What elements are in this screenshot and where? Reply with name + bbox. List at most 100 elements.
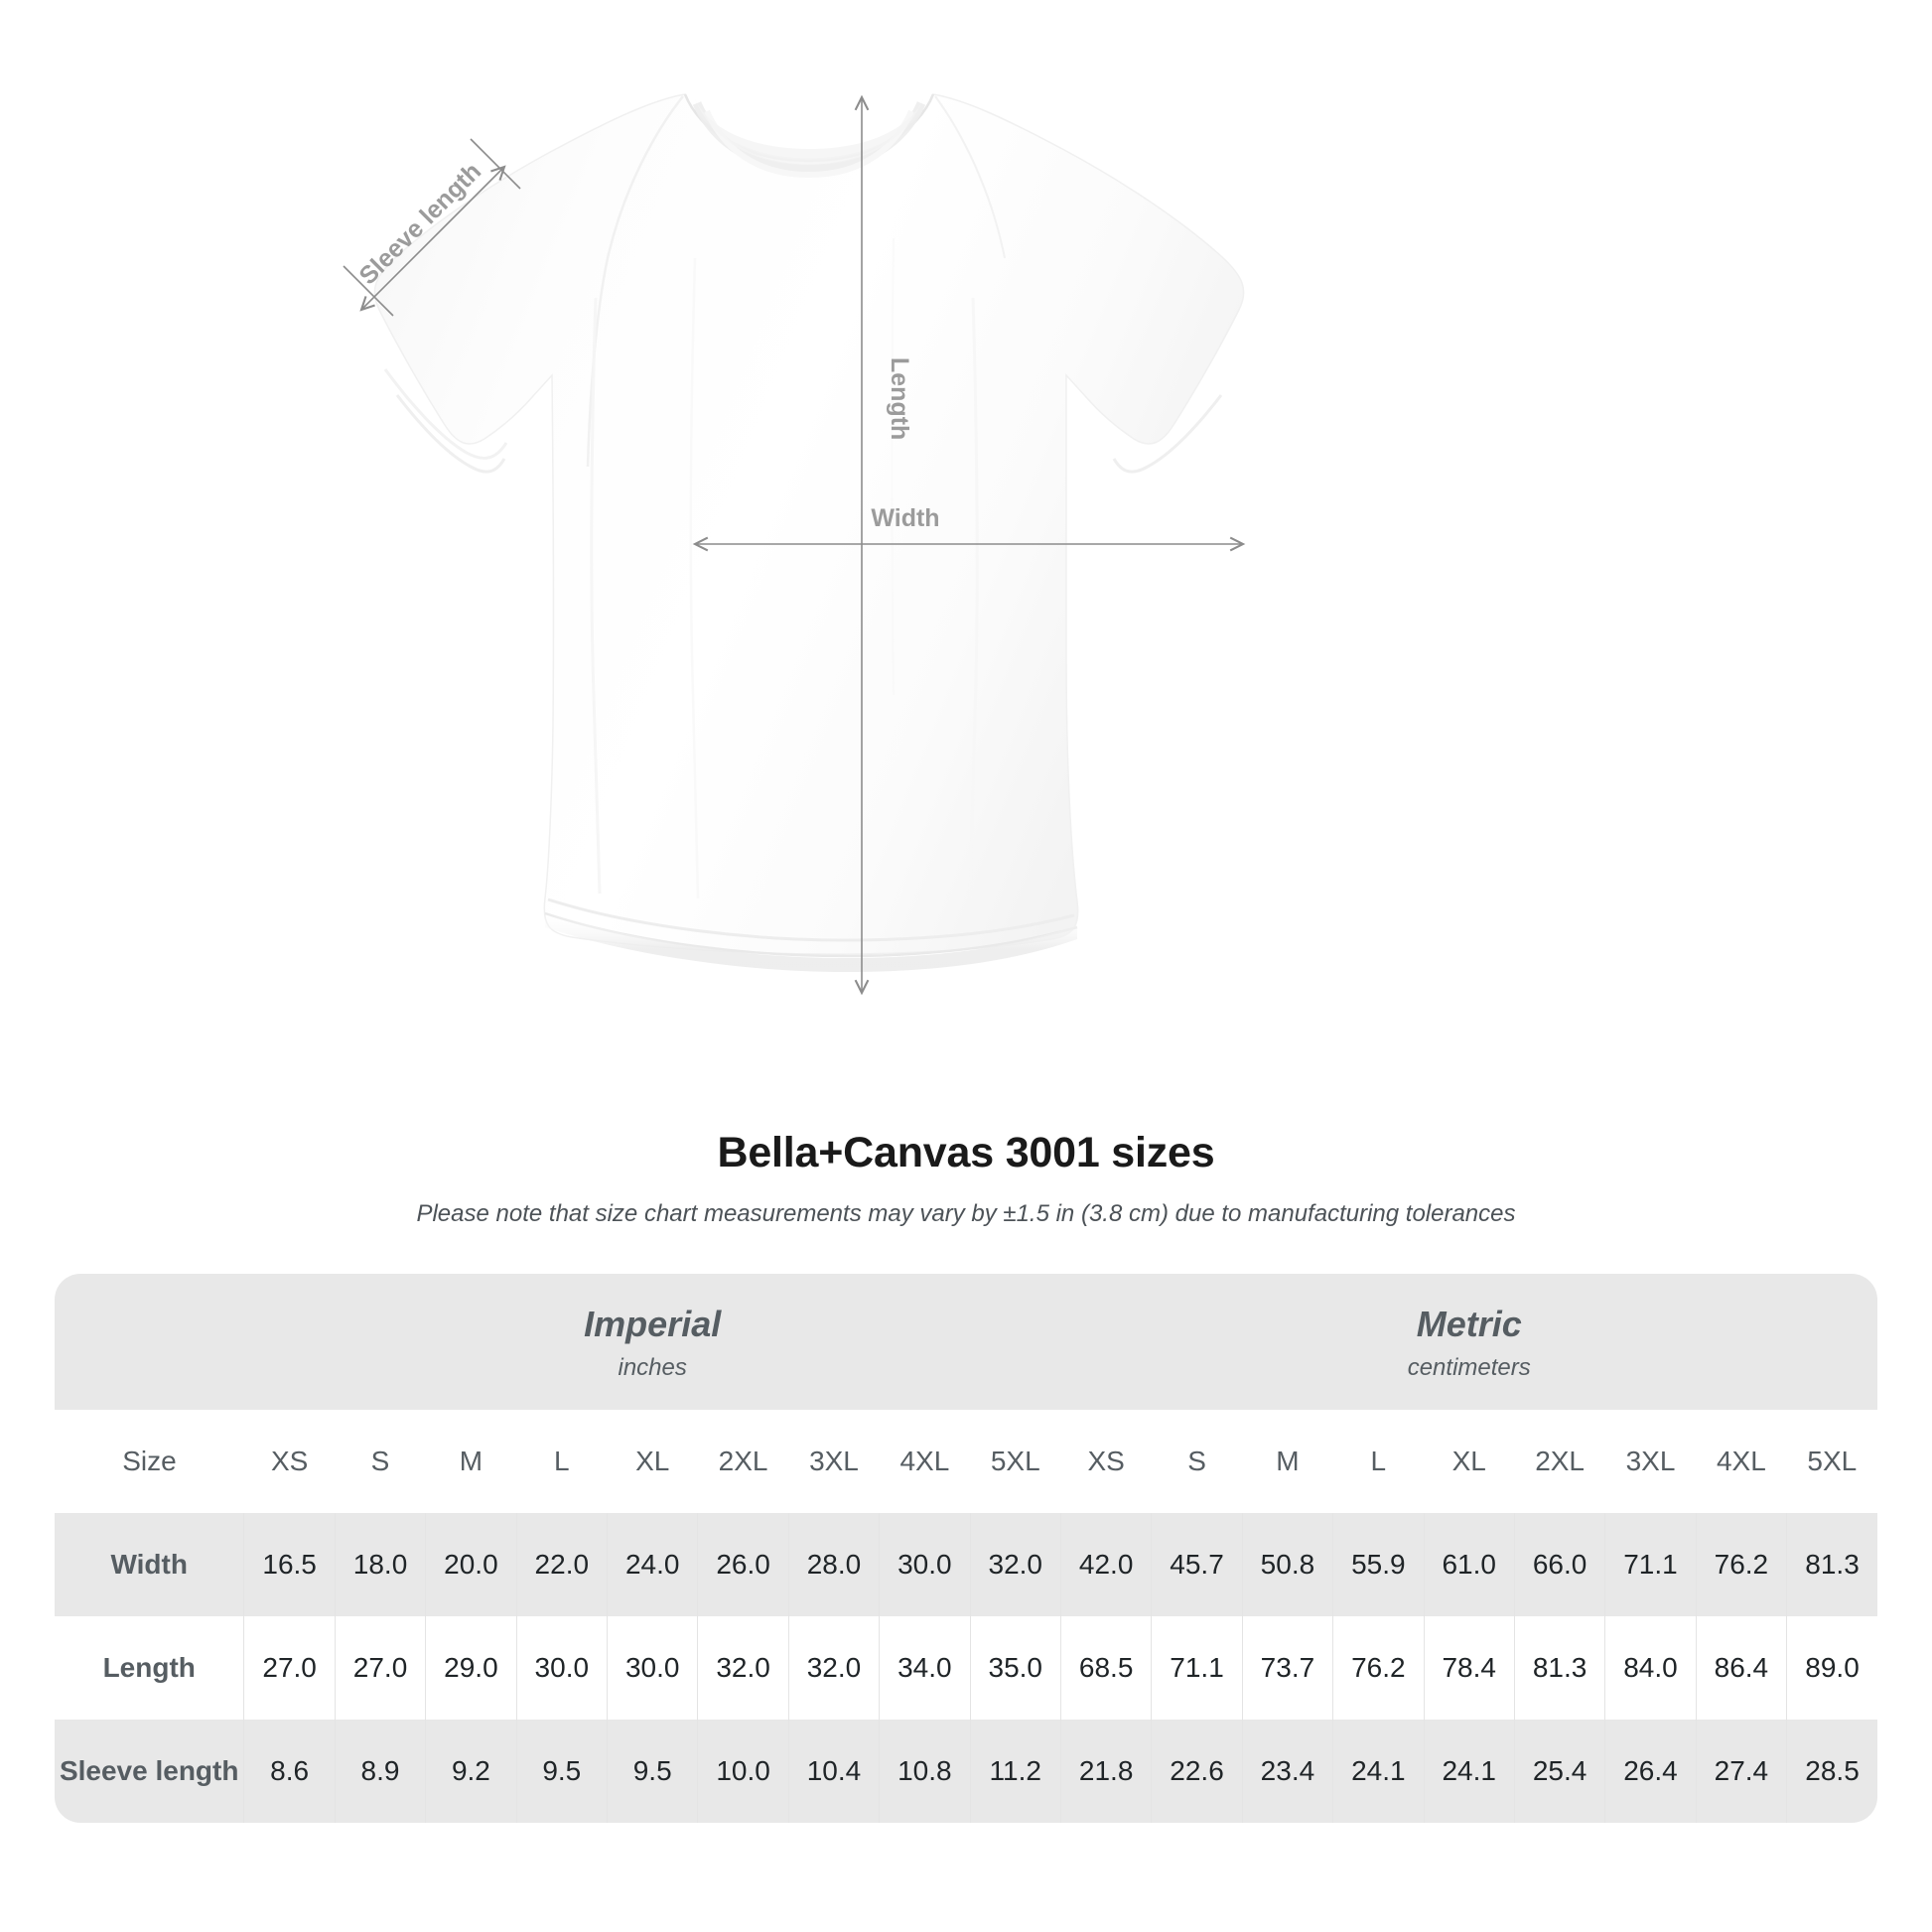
size-header-cell: XL bbox=[607, 1409, 698, 1513]
measurement-cell: 66.0 bbox=[1513, 1512, 1605, 1616]
measurement-cell: 30.0 bbox=[515, 1615, 608, 1720]
measurement-cell: 45.7 bbox=[1151, 1512, 1243, 1616]
measurement-cell: 22.0 bbox=[515, 1512, 608, 1616]
measurement-cell: 32.0 bbox=[697, 1615, 789, 1720]
measurement-cell: 86.4 bbox=[1695, 1615, 1787, 1720]
measurement-cell: 25.4 bbox=[1513, 1719, 1605, 1823]
measurement-cell: 81.3 bbox=[1786, 1512, 1877, 1616]
size-header-cell: L bbox=[516, 1409, 608, 1513]
size-header-cell: 3XL bbox=[1604, 1409, 1697, 1513]
unit-system-name: Metric bbox=[1416, 1304, 1522, 1344]
size-header-cell: L bbox=[1332, 1409, 1425, 1513]
table-corner-cell bbox=[55, 1274, 244, 1410]
table-row: Sleeve length 8.6 8.9 9.2 9.5 9.5 10.0 10.4 10.8… bbox=[55, 1719, 1877, 1823]
measurement-cell: 35.0 bbox=[969, 1615, 1061, 1720]
measurement-cell: 10.0 bbox=[697, 1719, 789, 1823]
measurement-cell: 9.5 bbox=[606, 1719, 698, 1823]
measurement-cell: 10.4 bbox=[787, 1719, 880, 1823]
measurement-cell: 32.0 bbox=[787, 1615, 880, 1720]
measurement-cell: 10.8 bbox=[879, 1719, 971, 1823]
unit-system-name: Imperial bbox=[584, 1304, 722, 1344]
size-header-cell: 4XL bbox=[1696, 1409, 1787, 1513]
measurement-cell: 24.1 bbox=[1423, 1719, 1515, 1823]
measurement-cell: 30.0 bbox=[879, 1512, 971, 1616]
measurement-cell: 28.5 bbox=[1786, 1719, 1877, 1823]
measurement-cell: 22.6 bbox=[1151, 1719, 1243, 1823]
measurement-cell: 27.0 bbox=[243, 1615, 336, 1720]
tshirt-graphic bbox=[373, 93, 1245, 973]
measurement-cell: 8.6 bbox=[243, 1719, 336, 1823]
measurement-cell: 34.0 bbox=[879, 1615, 971, 1720]
row-label-length: Length bbox=[55, 1615, 244, 1720]
width-dimension: Width bbox=[692, 504, 1246, 552]
measurement-cell: 78.4 bbox=[1423, 1615, 1515, 1720]
measurement-cell: 21.8 bbox=[1059, 1719, 1152, 1823]
size-header-row: Size XS S M L XL 2XL 3XL 4XL 5XL XS S M L XL 2XL 3XL 4XL 5… bbox=[55, 1409, 1877, 1513]
measurement-cell: 81.3 bbox=[1513, 1615, 1605, 1720]
measurement-cell: 32.0 bbox=[969, 1512, 1061, 1616]
table-row: Width 16.5 18.0 20.0 22.0 24.0 26.0 28.0 30.0 32.… bbox=[55, 1512, 1877, 1616]
tolerance-note: Please note that size chart measurements… bbox=[416, 1199, 1516, 1227]
measurement-cell: 24.1 bbox=[1332, 1719, 1425, 1823]
measurement-cell: 27.0 bbox=[334, 1615, 426, 1720]
unit-system-unit: centimeters bbox=[1407, 1354, 1531, 1382]
measurement-cell: 50.8 bbox=[1241, 1512, 1333, 1616]
measurement-cell: 9.2 bbox=[425, 1719, 517, 1823]
measurement-cell: 71.1 bbox=[1604, 1512, 1697, 1616]
size-header-cell: S bbox=[335, 1409, 426, 1513]
table-row: Length 27.0 27.0 29.0 30.0 30.0 32.0 32.0 34.0 35… bbox=[55, 1615, 1877, 1720]
unit-system-header-metric: Metric centimeters bbox=[1060, 1274, 1877, 1410]
measurement-cell: 55.9 bbox=[1332, 1512, 1425, 1616]
unit-system-header-imperial: Imperial inches bbox=[243, 1274, 1061, 1410]
measurement-cell: 23.4 bbox=[1241, 1719, 1333, 1823]
size-header-cell: M bbox=[1242, 1409, 1333, 1513]
measurement-cell: 29.0 bbox=[425, 1615, 517, 1720]
chart-heading: Bella+Canvas 3001 sizes Please note that… bbox=[0, 1127, 1932, 1229]
sleeve-length-arrow bbox=[359, 165, 506, 312]
measurement-cell: 73.7 bbox=[1241, 1615, 1333, 1720]
size-header-cell: XS bbox=[243, 1409, 336, 1513]
measurement-cell: 68.5 bbox=[1059, 1615, 1152, 1720]
size-header-cell: M bbox=[425, 1409, 517, 1513]
tshirt-illustration: Sleeve length Length Width bbox=[343, 93, 1246, 996]
measurement-cell: 11.2 bbox=[969, 1719, 1061, 1823]
measurement-cell: 20.0 bbox=[425, 1512, 517, 1616]
measurement-cell: 61.0 bbox=[1423, 1512, 1515, 1616]
measurement-cell: 71.1 bbox=[1151, 1615, 1243, 1720]
row-label-width: Width bbox=[55, 1512, 244, 1616]
size-header-cell: 3XL bbox=[788, 1409, 880, 1513]
measurement-cell: 18.0 bbox=[334, 1512, 426, 1616]
size-header-cell: XL bbox=[1424, 1409, 1515, 1513]
size-header-cell: 5XL bbox=[1786, 1409, 1877, 1513]
size-header-cell: 4XL bbox=[879, 1409, 971, 1513]
measurement-cell: 27.4 bbox=[1695, 1719, 1787, 1823]
size-table-container: Imperial inches Metric centimeters Size XS S M L… bbox=[55, 1274, 1877, 1823]
page-title: Bella+Canvas 3001 sizes bbox=[717, 1129, 1215, 1176]
measurement-cell: 16.5 bbox=[243, 1512, 336, 1616]
size-header-cell: 2XL bbox=[1514, 1409, 1605, 1513]
measurement-cell: 9.5 bbox=[515, 1719, 608, 1823]
size-header-cell: S bbox=[1151, 1409, 1243, 1513]
row-label-sleeve-length: Sleeve length bbox=[55, 1719, 244, 1823]
length-label: Length bbox=[886, 357, 913, 440]
size-header-cell: 2XL bbox=[697, 1409, 789, 1513]
size-header-cell: 5XL bbox=[970, 1409, 1061, 1513]
measurement-cell: 76.2 bbox=[1695, 1512, 1787, 1616]
measurement-cell: 30.0 bbox=[606, 1615, 698, 1720]
size-table: Imperial inches Metric centimeters Size XS S M L… bbox=[55, 1274, 1877, 1823]
sleeve-length-tick-top bbox=[470, 138, 521, 190]
size-header-cell: XS bbox=[1060, 1409, 1152, 1513]
size-header-label: Size bbox=[55, 1409, 244, 1513]
measurement-cell: 84.0 bbox=[1604, 1615, 1697, 1720]
unit-system-header-row: Imperial inches Metric centimeters bbox=[55, 1274, 1877, 1410]
measurement-cell: 76.2 bbox=[1332, 1615, 1425, 1720]
measurement-cell: 42.0 bbox=[1059, 1512, 1152, 1616]
width-label: Width bbox=[871, 504, 939, 532]
measurement-cell: 89.0 bbox=[1786, 1615, 1877, 1720]
unit-system-unit: inches bbox=[618, 1354, 687, 1382]
measurement-cell: 28.0 bbox=[787, 1512, 880, 1616]
measurement-cell: 24.0 bbox=[606, 1512, 698, 1616]
measurement-cell: 26.4 bbox=[1604, 1719, 1697, 1823]
measurement-cell: 26.0 bbox=[697, 1512, 789, 1616]
